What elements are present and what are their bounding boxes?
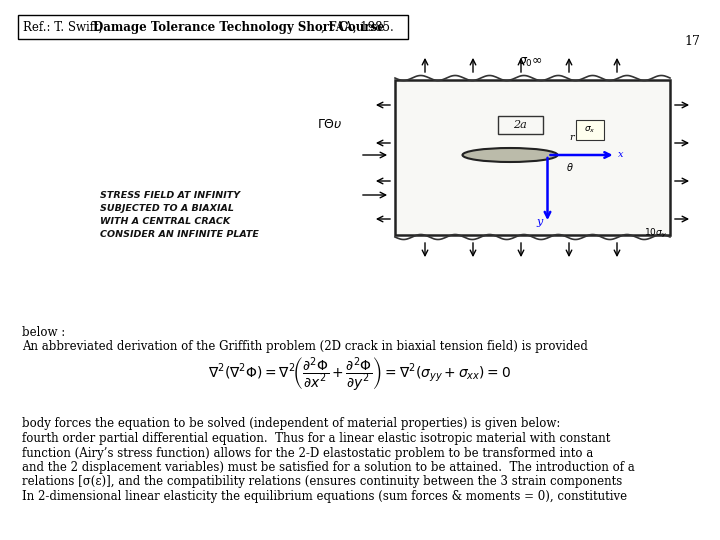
Text: Ref.: T. Swift,: Ref.: T. Swift, (23, 21, 106, 33)
Text: 17: 17 (684, 35, 700, 48)
Text: x: x (618, 150, 623, 159)
Text: , FAA, 1985.: , FAA, 1985. (321, 21, 394, 33)
Text: 2a: 2a (513, 120, 527, 130)
Text: and the 2 displacement variables) must be satisfied for a solution to be attaine: and the 2 displacement variables) must b… (22, 461, 635, 474)
Text: $\sigma_0 \infty$: $\sigma_0 \infty$ (518, 56, 542, 69)
Text: relations [σ(ε)], and the compatibility relations (ensures continuity between th: relations [σ(ε)], and the compatibility … (22, 476, 622, 489)
Text: fourth order partial differential equation.  Thus for a linear elastic isotropic: fourth order partial differential equati… (22, 432, 611, 445)
Text: In 2-dimensional linear elasticity the equilibrium equations (sum forces & momen: In 2-dimensional linear elasticity the e… (22, 490, 627, 503)
Text: $\theta$: $\theta$ (565, 161, 573, 173)
Text: below :: below : (22, 326, 66, 339)
Bar (18, 15, 408, 39)
Text: y: y (536, 217, 543, 227)
Text: Stress Intensity Factor: Stress Intensity Factor (22, 20, 199, 34)
Text: SUBJECTED TO A BIAXIAL: SUBJECTED TO A BIAXIAL (100, 204, 234, 213)
Bar (498, 116, 542, 134)
Text: body forces the equation to be solved (independent of material properties) is gi: body forces the equation to be solved (i… (22, 417, 560, 430)
Text: $\Gamma\Theta\upsilon$: $\Gamma\Theta\upsilon$ (318, 118, 343, 132)
Text: CONSIDER AN INFINITE PLATE: CONSIDER AN INFINITE PLATE (100, 230, 259, 239)
Text: Damage Tolerance Technology Short Course: Damage Tolerance Technology Short Course (93, 21, 384, 33)
Text: An abbreviated derivation of the Griffith problem (2D crack in biaxial tension f: An abbreviated derivation of the Griffit… (22, 340, 588, 353)
Text: WITH A CENTRAL CRACK: WITH A CENTRAL CRACK (100, 217, 230, 226)
Text: $\sigma_x$: $\sigma_x$ (584, 125, 595, 135)
Text: $10\sigma_y$: $10\sigma_y$ (644, 227, 667, 240)
Bar (575, 120, 603, 140)
Text: $\nabla^2(\nabla^2\Phi) = \nabla^2\!\left(\dfrac{\partial^2\Phi}{\partial x^2} +: $\nabla^2(\nabla^2\Phi) = \nabla^2\!\lef… (208, 356, 512, 394)
Text: STRESS FIELD AT INFINITY: STRESS FIELD AT INFINITY (100, 191, 240, 200)
Ellipse shape (462, 148, 557, 162)
Text: function (Airy’s stress function) allows for the 2-D elastostatic problem to be : function (Airy’s stress function) allows… (22, 447, 593, 460)
Bar (395, 80, 670, 235)
Text: r: r (570, 132, 574, 141)
